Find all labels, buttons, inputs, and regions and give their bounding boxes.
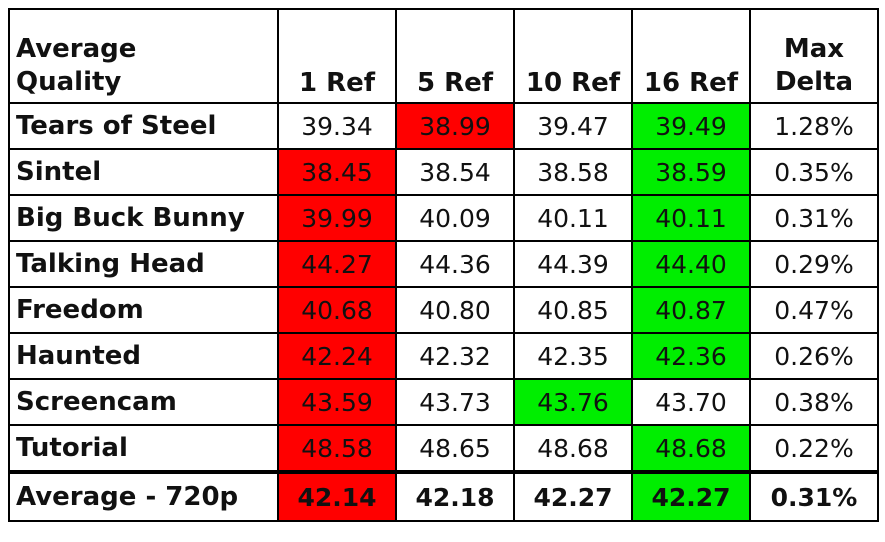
cell: 48.58 [277,424,397,473]
table-row: Freedom 40.68 40.80 40.85 40.87 0.47% [8,286,879,334]
table-row: Big Buck Bunny 39.99 40.09 40.11 40.11 0.31% [8,194,879,242]
cell: 42.32 [395,332,515,380]
cell: 42.14 [277,470,397,522]
quality-table: Average Quality 1 Ref 5 Ref 10 Ref 16 Ref Max… [8,8,879,522]
cell: 1.28% [749,102,879,150]
cell: 40.87 [631,286,751,334]
cell: 38.45 [277,148,397,196]
cell: 0.47% [749,286,879,334]
cell: 10 Ref [513,8,633,104]
header-row: Average Quality 1 Ref 5 Ref 10 Ref 16 Ref Max… [8,8,879,104]
row-label: Big Buck Bunny [8,194,279,242]
cell: 40.11 [631,194,751,242]
table-row: Haunted 42.24 42.32 42.35 42.36 0.26% [8,332,879,380]
cell: 42.27 [513,470,633,522]
cell: 40.85 [513,286,633,334]
cell: 39.47 [513,102,633,150]
table-row: Talking Head 44.27 44.36 44.39 44.40 0.29% [8,240,879,288]
cell: 40.09 [395,194,515,242]
table-row: Tutorial 48.58 48.65 48.68 48.68 0.22% [8,424,879,473]
cell: 0.31% [749,470,879,522]
cell: 0.29% [749,240,879,288]
cell: 40.68 [277,286,397,334]
row-label: Tutorial [8,424,279,473]
cell: 38.58 [513,148,633,196]
cell: 38.99 [395,102,515,150]
row-label: Freedom [8,286,279,334]
header-text: Average Quality [16,34,137,97]
cell: 43.73 [395,378,515,426]
cell: 40.11 [513,194,633,242]
cell: 43.76 [513,378,633,426]
row-label: Screencam [8,378,279,426]
cell: 0.35% [749,148,879,196]
cell: 5 Ref [395,8,515,104]
cell: 44.39 [513,240,633,288]
row-label: Sintel [8,148,279,196]
row-label: Talking Head [8,240,279,288]
cell: 48.65 [395,424,515,473]
cell: 43.70 [631,378,751,426]
cell: 1 Ref [277,8,397,104]
cell: 44.36 [395,240,515,288]
table-row: Average - 720p 42.14 42.18 42.27 42.27 0.31% [8,470,879,522]
header-text: Max Delta [774,34,854,97]
row-label: Average - 720p [8,470,279,522]
cell: 40.80 [395,286,515,334]
cell: 38.59 [631,148,751,196]
cell: 0.26% [749,332,879,380]
cell: 48.68 [513,424,633,473]
table-row: Sintel 38.45 38.54 38.58 38.59 0.35% [8,148,879,196]
cell: 42.27 [631,470,751,522]
cell: 44.27 [277,240,397,288]
cell: 0.22% [749,424,879,473]
table-row: Tears of Steel 39.34 38.99 39.47 39.49 1.28% [8,102,879,150]
cell: 42.35 [513,332,633,380]
cell: 0.31% [749,194,879,242]
cell: 42.18 [395,470,515,522]
cell: Max Delta [749,8,879,104]
cell: 16 Ref [631,8,751,104]
cell: 44.40 [631,240,751,288]
cell: 39.49 [631,102,751,150]
cell: 43.59 [277,378,397,426]
cell: 0.38% [749,378,879,426]
cell: 38.54 [395,148,515,196]
cell: 48.68 [631,424,751,473]
cell: 39.34 [277,102,397,150]
row-label: Average Quality [8,8,279,104]
row-label: Tears of Steel [8,102,279,150]
cell: 42.24 [277,332,397,380]
cell: 39.99 [277,194,397,242]
cell: 42.36 [631,332,751,380]
table-row: Screencam 43.59 43.73 43.76 43.70 0.38% [8,378,879,426]
row-label: Haunted [8,332,279,380]
